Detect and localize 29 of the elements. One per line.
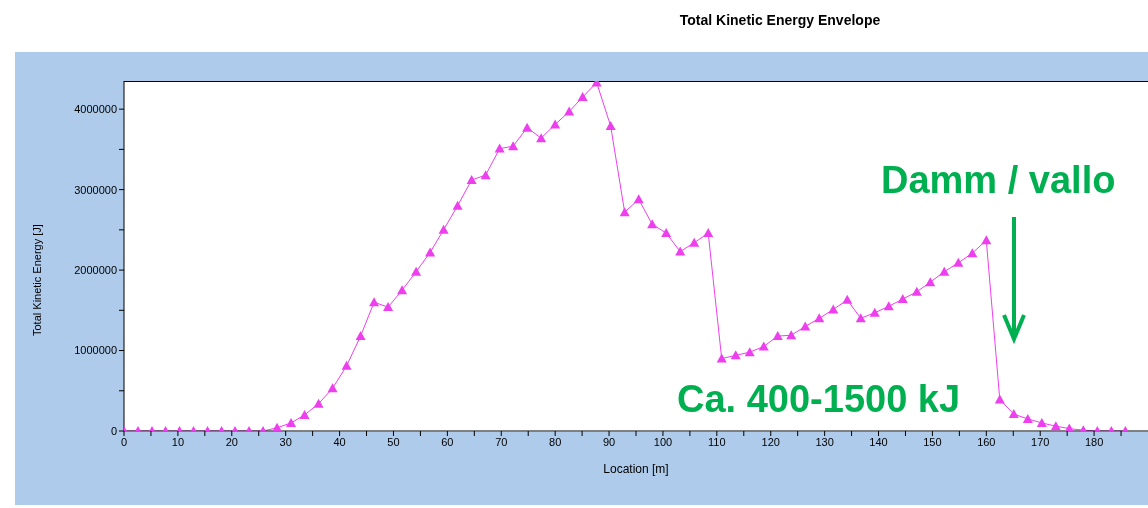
annotation: Damm / vallo: [881, 159, 1116, 201]
x-tick-label: 20: [225, 435, 238, 448]
x-tick-label: 170: [1031, 435, 1050, 448]
chart-title: Total Kinetic Energy Envelope: [678, 12, 882, 28]
x-tick-label: 130: [815, 435, 834, 448]
y-tick-label: 0: [110, 424, 117, 437]
x-tick-label: 110: [708, 435, 726, 448]
x-tick-label: 50: [387, 435, 400, 448]
x-tick-label: 70: [495, 435, 508, 448]
x-tick-label: 10: [171, 435, 185, 448]
y-tick-label: 4000000: [74, 103, 117, 116]
y-tick-label: 2000000: [74, 263, 117, 276]
x-tick-label: 160: [977, 435, 996, 448]
x-tick-label: 120: [761, 435, 780, 448]
x-tick-label: 40: [333, 435, 346, 448]
x-tick-label: 60: [441, 435, 454, 448]
y-tick-label: 1000000: [74, 344, 117, 357]
x-tick-label: 140: [869, 435, 888, 448]
y-tick-label: 3000000: [74, 183, 117, 196]
annotation: Ca. 400-1500 kJ: [677, 378, 961, 420]
x-tick-label: 180: [1084, 435, 1104, 448]
x-tick-label: 80: [549, 435, 562, 448]
y-axis-title: Total Kinetic Energy [J]: [30, 224, 43, 336]
x-tick-label: 100: [653, 435, 673, 448]
x-tick-label: 0: [120, 435, 128, 448]
x-tick-label: 90: [602, 435, 616, 448]
x-axis-title: Location [m]: [603, 462, 669, 476]
x-tick-label: 30: [279, 435, 292, 448]
x-tick-label: 150: [923, 435, 942, 448]
